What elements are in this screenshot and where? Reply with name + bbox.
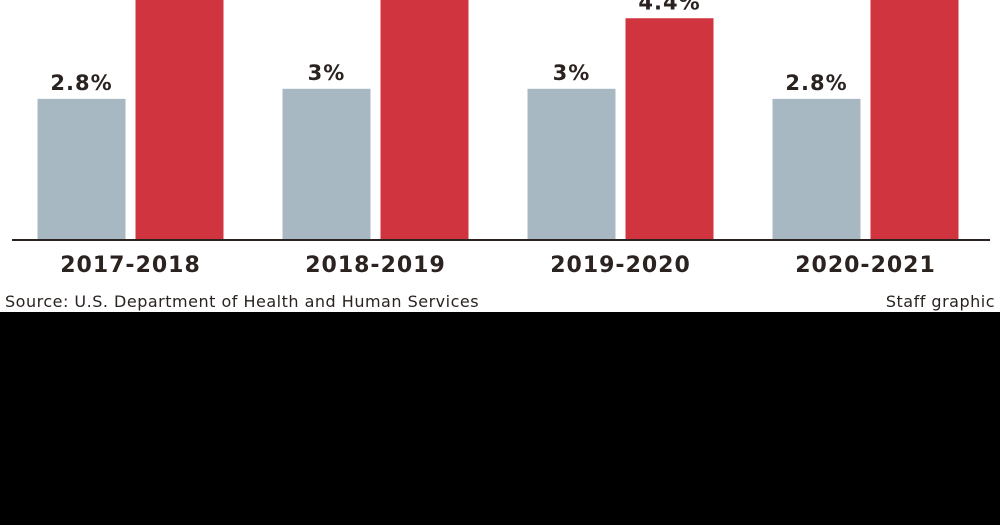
bar: [380, 0, 469, 240]
x-tick-label: 2018-2019: [305, 253, 446, 278]
bar: [870, 0, 959, 241]
value-label: 2.8%: [50, 71, 112, 95]
credit-note: Staff graphic: [886, 292, 995, 311]
bar: [282, 88, 371, 240]
x-tick-label: 2017-2018: [60, 253, 201, 278]
bar: [625, 18, 714, 240]
value-label: 3%: [308, 61, 346, 85]
x-tick-label: 2020-2021: [795, 253, 936, 278]
chart: Source: U.S. Department of Health and Hu…: [0, 0, 1000, 312]
x-tick-label: 2019-2020: [550, 253, 691, 278]
value-label: 4.4%: [638, 0, 700, 14]
bar: [772, 98, 861, 240]
value-label: 2.8%: [785, 71, 847, 95]
bar: [135, 0, 224, 241]
value-label: 3%: [553, 61, 591, 85]
bar: [527, 88, 616, 240]
source-note: Source: U.S. Department of Health and Hu…: [5, 292, 479, 311]
bar: [37, 98, 126, 240]
